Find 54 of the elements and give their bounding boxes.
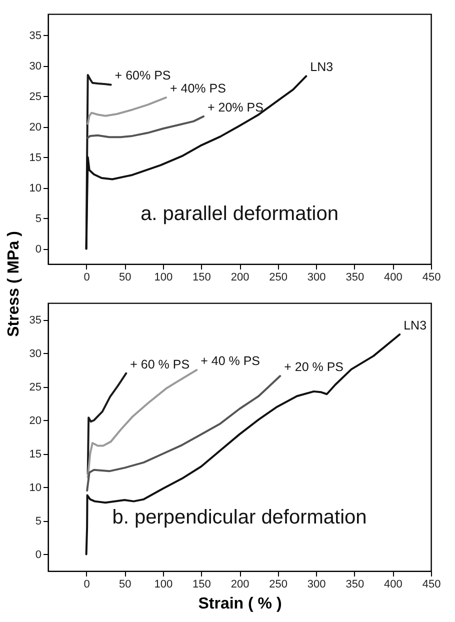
x-tick-label: 400 — [384, 272, 402, 284]
line-series — [85, 333, 401, 556]
line-series — [86, 115, 204, 139]
y-tick-label: 0 — [35, 243, 42, 256]
series-label: + 20% PS — [208, 100, 264, 114]
y-tick-label: 15 — [29, 152, 42, 164]
y-tick-label: 10 — [29, 482, 42, 494]
y-tick-label: 35 — [29, 314, 42, 326]
y-axis-title: Stress ( MPa ) — [5, 231, 22, 337]
series-label: LN3 — [310, 60, 334, 74]
y-tick-label: 5 — [35, 212, 42, 225]
y-tick-label: 25 — [29, 381, 42, 394]
x-tick-label: 450 — [422, 272, 441, 284]
series-label: + 20 % PS — [284, 360, 344, 374]
x-tick-label: 200 — [230, 272, 250, 284]
x-tick-label: 50 — [118, 578, 132, 590]
y-tick-label: 10 — [29, 182, 42, 194]
x-tick-label: 450 — [422, 578, 441, 590]
line-series — [86, 372, 128, 475]
x-tick-label: 100 — [154, 272, 173, 284]
text: b. perpendicular deformation — [112, 506, 367, 528]
x-tick-label: 350 — [346, 272, 364, 284]
series-label: + 60 % PS — [130, 357, 190, 372]
series-label: LN3 — [404, 318, 427, 332]
text: a. parallel deformation — [140, 203, 338, 225]
y-tick-label: 30 — [29, 348, 42, 360]
line-series — [86, 375, 282, 492]
line-series — [86, 369, 198, 478]
y-tick-label: 20 — [29, 121, 42, 134]
series-label: + 40 % PS — [200, 354, 260, 368]
x-tick-label: 100 — [154, 578, 173, 590]
y-tick-label: 25 — [29, 90, 42, 103]
x-tick-label: 350 — [346, 578, 364, 590]
x-tick-label: 300 — [307, 578, 326, 590]
series-label: + 40% PS — [170, 82, 226, 96]
x-tick-label: 0 — [84, 272, 90, 284]
line-series — [86, 96, 167, 125]
y-tick-label: 15 — [29, 448, 42, 460]
x-tick-label: 300 — [307, 272, 326, 284]
x-tick-label: 150 — [192, 272, 211, 284]
x-tick-label: 400 — [384, 578, 402, 590]
x-tick-label: 0 — [84, 578, 90, 590]
x-tick-label: 250 — [269, 272, 288, 284]
x-tick-label: 150 — [192, 578, 211, 590]
x-axis-title: Strain ( % ) — [198, 596, 282, 612]
series-label: + 60% PS — [114, 68, 171, 83]
x-tick-label: 200 — [230, 578, 250, 590]
x-tick-label: 50 — [118, 272, 132, 284]
y-tick-label: 5 — [35, 515, 42, 528]
y-tick-label: 35 — [29, 30, 42, 42]
y-tick-label: 20 — [29, 414, 42, 427]
x-tick-label: 250 — [269, 578, 288, 590]
y-tick-label: 0 — [35, 548, 42, 561]
y-tick-label: 30 — [29, 60, 42, 72]
